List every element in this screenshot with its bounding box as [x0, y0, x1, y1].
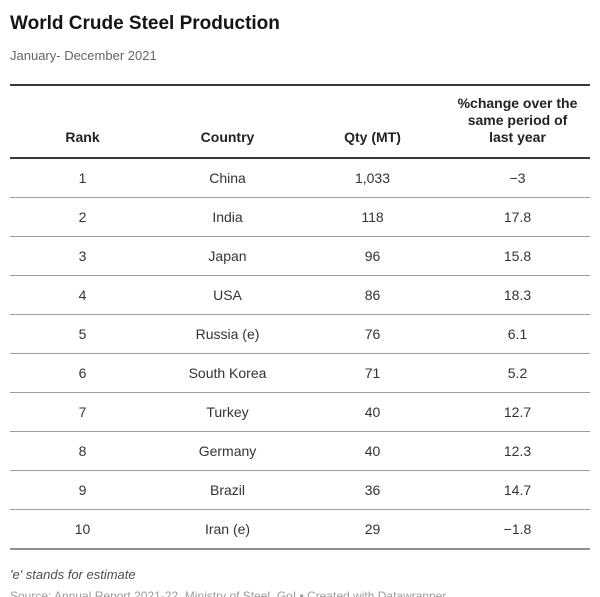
cell-rank: 3	[10, 236, 155, 276]
column-header-change: %change over the same period of last yea…	[445, 85, 590, 159]
cell-country: Russia (e)	[155, 314, 300, 354]
cell-change: 6.1	[445, 314, 590, 354]
cell-rank: 4	[10, 275, 155, 315]
page-title: World Crude Steel Production	[10, 13, 280, 34]
cell-country: USA	[155, 275, 300, 315]
cell-rank: 7	[10, 392, 155, 432]
table-row: 3 Japan 96 15.8	[10, 236, 590, 276]
page-subtitle: January- December 2021	[10, 48, 157, 63]
estimate-footnote: 'e' stands for estimate	[10, 567, 136, 582]
table-row: 5 Russia (e) 76 6.1	[10, 314, 590, 354]
table-row: 6 South Korea 71 5.2	[10, 353, 590, 393]
cell-qty: 96	[300, 236, 445, 276]
cell-country: Iran (e)	[155, 509, 300, 550]
cell-qty: 118	[300, 197, 445, 237]
column-header-change-label: %change over the same period of last yea…	[457, 95, 578, 145]
cell-qty: 1,033	[300, 158, 445, 198]
source-attribution: Source: Annual Report 2021-22, Ministry …	[10, 589, 447, 597]
cell-rank: 9	[10, 470, 155, 510]
cell-country: Japan	[155, 236, 300, 276]
cell-rank: 8	[10, 431, 155, 471]
column-header-qty: Qty (MT)	[300, 85, 445, 159]
cell-rank: 2	[10, 197, 155, 237]
table-row: 10 Iran (e) 29 −1.8	[10, 509, 590, 550]
cell-rank: 1	[10, 158, 155, 198]
cell-qty: 29	[300, 509, 445, 550]
cell-change: −1.8	[445, 509, 590, 550]
table-row: 9 Brazil 36 14.7	[10, 470, 590, 510]
cell-change: 15.8	[445, 236, 590, 276]
cell-rank: 10	[10, 509, 155, 550]
cell-country: Turkey	[155, 392, 300, 432]
cell-change: 12.7	[445, 392, 590, 432]
cell-rank: 6	[10, 353, 155, 393]
column-header-country: Country	[155, 85, 300, 159]
cell-qty: 71	[300, 353, 445, 393]
cell-rank: 5	[10, 314, 155, 354]
cell-country: South Korea	[155, 353, 300, 393]
cell-qty: 36	[300, 470, 445, 510]
column-header-rank: Rank	[10, 85, 155, 159]
table-row: 4 USA 86 18.3	[10, 275, 590, 315]
cell-change: 12.3	[445, 431, 590, 471]
cell-qty: 40	[300, 392, 445, 432]
steel-production-table: Rank Country Qty (MT) %change over the s…	[10, 84, 590, 550]
cell-country: Brazil	[155, 470, 300, 510]
cell-qty: 76	[300, 314, 445, 354]
cell-change: 17.8	[445, 197, 590, 237]
cell-country: China	[155, 158, 300, 198]
cell-qty: 40	[300, 431, 445, 471]
table-row: 2 India 118 17.8	[10, 197, 590, 237]
cell-change: −3	[445, 158, 590, 198]
table-header-row: Rank Country Qty (MT) %change over the s…	[10, 85, 590, 159]
cell-country: India	[155, 197, 300, 237]
table-row: 1 China 1,033 −3	[10, 158, 590, 198]
cell-qty: 86	[300, 275, 445, 315]
table-row: 7 Turkey 40 12.7	[10, 392, 590, 432]
table-row: 8 Germany 40 12.3	[10, 431, 590, 471]
cell-change: 14.7	[445, 470, 590, 510]
cell-country: Germany	[155, 431, 300, 471]
cell-change: 5.2	[445, 353, 590, 393]
cell-change: 18.3	[445, 275, 590, 315]
